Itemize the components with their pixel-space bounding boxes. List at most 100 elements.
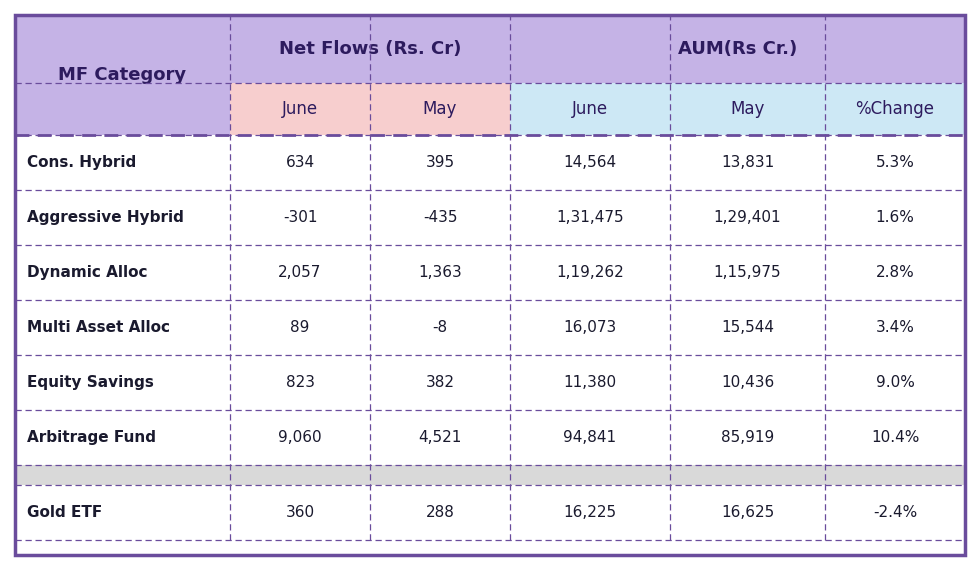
Bar xyxy=(230,485,370,540)
Text: 14,564: 14,564 xyxy=(564,155,616,170)
Bar xyxy=(510,465,670,485)
Text: -2.4%: -2.4% xyxy=(873,505,917,520)
Bar xyxy=(370,83,510,135)
Text: 1,15,975: 1,15,975 xyxy=(713,265,781,280)
Bar xyxy=(510,355,670,410)
Bar xyxy=(15,135,230,190)
Text: Gold ETF: Gold ETF xyxy=(27,505,102,520)
Text: MF Category: MF Category xyxy=(59,66,186,84)
Bar xyxy=(15,15,230,135)
Text: Dynamic Alloc: Dynamic Alloc xyxy=(27,265,148,280)
Bar xyxy=(370,245,510,300)
Text: AUM(Rs Cr.): AUM(Rs Cr.) xyxy=(678,40,797,58)
Bar xyxy=(510,135,670,190)
Bar xyxy=(230,245,370,300)
Text: 823: 823 xyxy=(285,375,315,390)
Bar xyxy=(825,300,965,355)
Text: 13,831: 13,831 xyxy=(721,155,774,170)
Text: 4,521: 4,521 xyxy=(418,430,462,445)
Text: Cons. Hybrid: Cons. Hybrid xyxy=(27,155,136,170)
Text: 5.3%: 5.3% xyxy=(875,155,914,170)
Text: 1.6%: 1.6% xyxy=(875,210,914,225)
Bar xyxy=(230,410,370,465)
Bar xyxy=(825,485,965,540)
Bar xyxy=(15,355,230,410)
Bar xyxy=(15,465,230,485)
Text: Net Flows (Rs. Cr): Net Flows (Rs. Cr) xyxy=(279,40,462,58)
Text: 85,919: 85,919 xyxy=(721,430,774,445)
Bar xyxy=(370,355,510,410)
Text: 1,19,262: 1,19,262 xyxy=(556,265,624,280)
Text: 2,057: 2,057 xyxy=(278,265,321,280)
Bar xyxy=(670,135,825,190)
Bar xyxy=(230,300,370,355)
Text: 1,31,475: 1,31,475 xyxy=(557,210,624,225)
Bar xyxy=(230,465,370,485)
Text: 10.4%: 10.4% xyxy=(871,430,919,445)
Bar xyxy=(825,245,965,300)
Bar xyxy=(510,15,965,83)
Text: 9,060: 9,060 xyxy=(278,430,321,445)
Text: Equity Savings: Equity Savings xyxy=(27,375,154,390)
Bar xyxy=(230,355,370,410)
Bar xyxy=(510,410,670,465)
Bar xyxy=(670,300,825,355)
Bar xyxy=(230,83,370,135)
Bar xyxy=(825,355,965,410)
Bar xyxy=(15,485,230,540)
Bar xyxy=(370,190,510,245)
Bar xyxy=(15,245,230,300)
Bar xyxy=(510,83,670,135)
Bar xyxy=(825,410,965,465)
Bar xyxy=(670,245,825,300)
Text: May: May xyxy=(730,100,764,118)
Text: Multi Asset Alloc: Multi Asset Alloc xyxy=(27,320,170,335)
Bar xyxy=(670,83,825,135)
Bar xyxy=(370,465,510,485)
Text: 395: 395 xyxy=(425,155,455,170)
Text: 16,225: 16,225 xyxy=(564,505,616,520)
Bar xyxy=(370,300,510,355)
Text: 1,363: 1,363 xyxy=(418,265,462,280)
Text: 11,380: 11,380 xyxy=(564,375,616,390)
Text: 1,29,401: 1,29,401 xyxy=(713,210,781,225)
Bar xyxy=(230,15,510,83)
Bar xyxy=(670,190,825,245)
Bar xyxy=(510,190,670,245)
Bar xyxy=(825,135,965,190)
Bar xyxy=(230,135,370,190)
Text: 9.0%: 9.0% xyxy=(875,375,914,390)
Bar xyxy=(510,245,670,300)
Text: 382: 382 xyxy=(425,375,455,390)
Text: -8: -8 xyxy=(432,320,448,335)
Bar xyxy=(670,355,825,410)
Bar xyxy=(370,410,510,465)
Bar xyxy=(670,410,825,465)
Text: May: May xyxy=(422,100,458,118)
Bar xyxy=(670,465,825,485)
Text: 634: 634 xyxy=(285,155,315,170)
Text: 16,073: 16,073 xyxy=(564,320,616,335)
Bar xyxy=(15,300,230,355)
Text: 89: 89 xyxy=(290,320,310,335)
Bar xyxy=(510,300,670,355)
Text: 360: 360 xyxy=(285,505,315,520)
Bar xyxy=(825,465,965,485)
Bar xyxy=(510,485,670,540)
Text: 3.4%: 3.4% xyxy=(875,320,914,335)
Text: June: June xyxy=(572,100,608,118)
Bar xyxy=(370,485,510,540)
Text: 288: 288 xyxy=(425,505,455,520)
Text: 2.8%: 2.8% xyxy=(875,265,914,280)
Text: June: June xyxy=(282,100,318,118)
Bar xyxy=(825,83,965,135)
Bar xyxy=(670,485,825,540)
Text: 10,436: 10,436 xyxy=(721,375,774,390)
Bar xyxy=(370,135,510,190)
Text: %Change: %Change xyxy=(856,100,935,118)
Bar xyxy=(15,190,230,245)
Text: -435: -435 xyxy=(422,210,458,225)
Text: -301: -301 xyxy=(283,210,318,225)
Bar xyxy=(230,190,370,245)
Text: 15,544: 15,544 xyxy=(721,320,774,335)
